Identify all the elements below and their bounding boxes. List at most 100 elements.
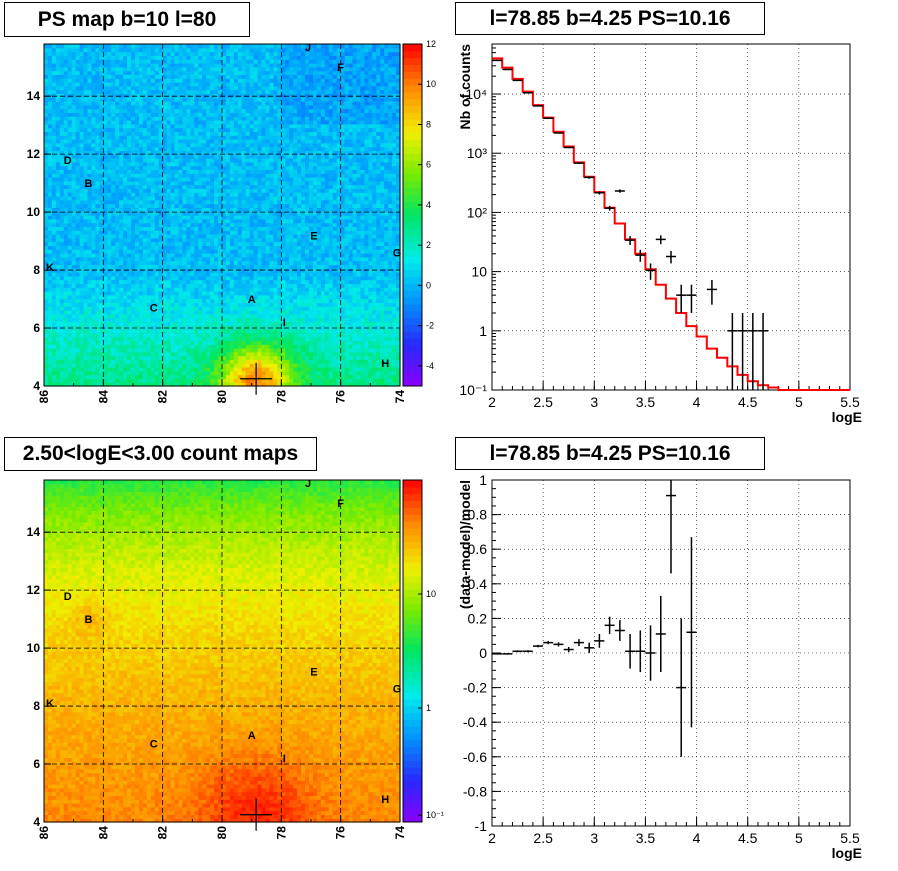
ps-map-heatmap-cell — [237, 264, 243, 269]
ps-map-heatmap-cell — [198, 302, 203, 307]
ps-map-heatmap-cell — [138, 203, 144, 208]
ps-map-heatmap-cell — [249, 120, 255, 125]
ps-map-heatmap-cell — [111, 321, 116, 326]
ps-map-heatmap-cell — [229, 169, 235, 174]
ps-map-heatmap-cell — [127, 382, 132, 387]
ps-map-heatmap-cell — [186, 287, 191, 292]
ps-map-heatmap-cell — [51, 104, 57, 110]
ps-map-heatmap-cell — [170, 108, 176, 113]
ps-map-heatmap-cell — [51, 120, 57, 125]
ps-map-heatmap-cell — [202, 146, 207, 151]
ps-map-heatmap-cell — [158, 180, 164, 186]
ps-map-heatmap-cell — [131, 74, 136, 79]
ps-map-heatmap-cell — [186, 184, 191, 189]
ps-map-heatmap-cell — [150, 47, 156, 53]
ps-map-heatmap-cell — [253, 359, 259, 364]
ps-map-heatmap-cell — [146, 317, 152, 322]
ps-map-heatmap-cell — [233, 180, 239, 186]
ps-map-heatmap-cell — [170, 63, 176, 68]
ps-map-heatmap-cell — [91, 177, 97, 182]
ps-map-heatmap-cell — [95, 367, 100, 372]
ps-map-heatmap-cell — [63, 378, 69, 383]
ps-map-heatmap-cell — [166, 199, 172, 205]
ps-map-heatmap-cell — [154, 44, 160, 49]
ps-map-heatmap-cell — [218, 82, 223, 87]
ps-map-heatmap-cell — [75, 196, 81, 201]
ps-map-heatmap-cell — [174, 264, 180, 269]
ps-map-heatmap-cell — [75, 108, 81, 113]
ps-map-heatmap-cell — [186, 123, 191, 129]
ps-map-heatmap-cell — [47, 329, 53, 334]
ps-map-heatmap-cell — [150, 222, 156, 227]
ps-map-heatmap-cell — [79, 370, 85, 376]
ps-map-heatmap-cell — [154, 294, 160, 300]
ps-map-heatmap-cell — [71, 78, 77, 83]
ps-map-heatmap-cell — [87, 150, 93, 155]
ps-map-heatmap-cell — [170, 51, 176, 56]
ps-map-heatmap-cell — [87, 188, 93, 193]
ps-map-heatmap-cell — [229, 226, 235, 231]
ps-map-heatmap-cell — [75, 112, 81, 117]
ps-map-heatmap-cell — [218, 89, 223, 94]
ps-map-heatmap-cell — [150, 211, 156, 216]
ps-map-heatmap-cell — [178, 230, 184, 235]
ps-map-heatmap-cell — [237, 253, 243, 258]
ps-map-heatmap-cell — [253, 351, 259, 357]
ps-map-heatmap-cell — [47, 249, 53, 254]
ps-map-heatmap-cell — [210, 108, 215, 113]
ps-map-heatmap-cell — [87, 275, 93, 281]
ps-map-heatmap-cell — [142, 146, 148, 151]
ps-map-heatmap-cell — [150, 317, 156, 322]
ps-map-heatmap-cell — [47, 298, 53, 303]
ps-map-heatmap-cell — [210, 325, 215, 330]
ps-map-heatmap-cell — [75, 97, 81, 102]
ps-map-heatmap-cell — [150, 104, 156, 110]
ps-map-heatmap-cell — [178, 154, 184, 159]
ps-map-heatmap-cell — [44, 382, 49, 387]
ps-map-heatmap-cell — [67, 260, 73, 265]
ps-map-heatmap-cell — [186, 85, 191, 91]
ps-map-heatmap-cell — [99, 63, 104, 68]
ps-map-heatmap-cell — [150, 173, 156, 178]
ps-map-heatmap-cell — [95, 180, 100, 186]
ps-map-heatmap-cell — [194, 256, 199, 262]
ps-map-heatmap-cell — [206, 66, 211, 72]
ps-map-heatmap-cell — [99, 127, 104, 132]
ps-map-heatmap-cell — [245, 55, 251, 60]
ps-map-heatmap-cell — [44, 66, 49, 72]
ps-map-heatmap-cell — [63, 275, 69, 281]
ps-map-heatmap-cell — [261, 306, 267, 311]
ps-map-heatmap-cell — [79, 93, 85, 98]
ps-map-heatmap-cell — [198, 359, 203, 364]
ps-map-heatmap-cell — [91, 188, 97, 193]
ps-map-heatmap-cell — [51, 199, 57, 205]
ps-map-heatmap-cell — [222, 142, 227, 148]
ps-map-heatmap-cell — [214, 260, 219, 265]
ps-map-heatmap-cell — [198, 306, 203, 311]
ps-map-heatmap-cell — [115, 310, 120, 315]
ps-map-heatmap-cell — [79, 321, 85, 326]
ps-map-heatmap-cell — [174, 283, 180, 288]
ps-map-heatmap-cell — [127, 325, 132, 330]
ps-map-heatmap-cell — [162, 85, 168, 91]
ps-map-heatmap-cell — [115, 184, 120, 189]
ps-map-heatmap-cell — [63, 173, 69, 178]
ps-map-heatmap-cell — [202, 161, 207, 167]
ps-map-heatmap-cell — [174, 382, 180, 387]
ps-map-heatmap-cell — [146, 283, 152, 288]
ps-map-heatmap-cell — [91, 139, 97, 144]
ps-map-heatmap-cell — [218, 313, 223, 319]
ps-map-heatmap-cell — [237, 237, 243, 243]
ps-map-heatmap-cell — [131, 199, 136, 205]
ps-map-heatmap-cell — [115, 180, 120, 186]
ps-map-heatmap-cell — [87, 226, 93, 231]
ps-map-heatmap-cell — [245, 382, 251, 387]
ps-map-heatmap-cell — [87, 173, 93, 178]
ps-map-heatmap-cell — [241, 329, 247, 334]
ps-map-heatmap-cell — [63, 158, 69, 163]
ps-map-heatmap-cell — [142, 188, 148, 193]
ps-map-heatmap-cell — [63, 222, 69, 227]
ps-map-heatmap-cell — [158, 93, 164, 98]
ps-map-heatmap-cell — [111, 378, 116, 383]
ps-map-heatmap-cell — [198, 237, 203, 243]
